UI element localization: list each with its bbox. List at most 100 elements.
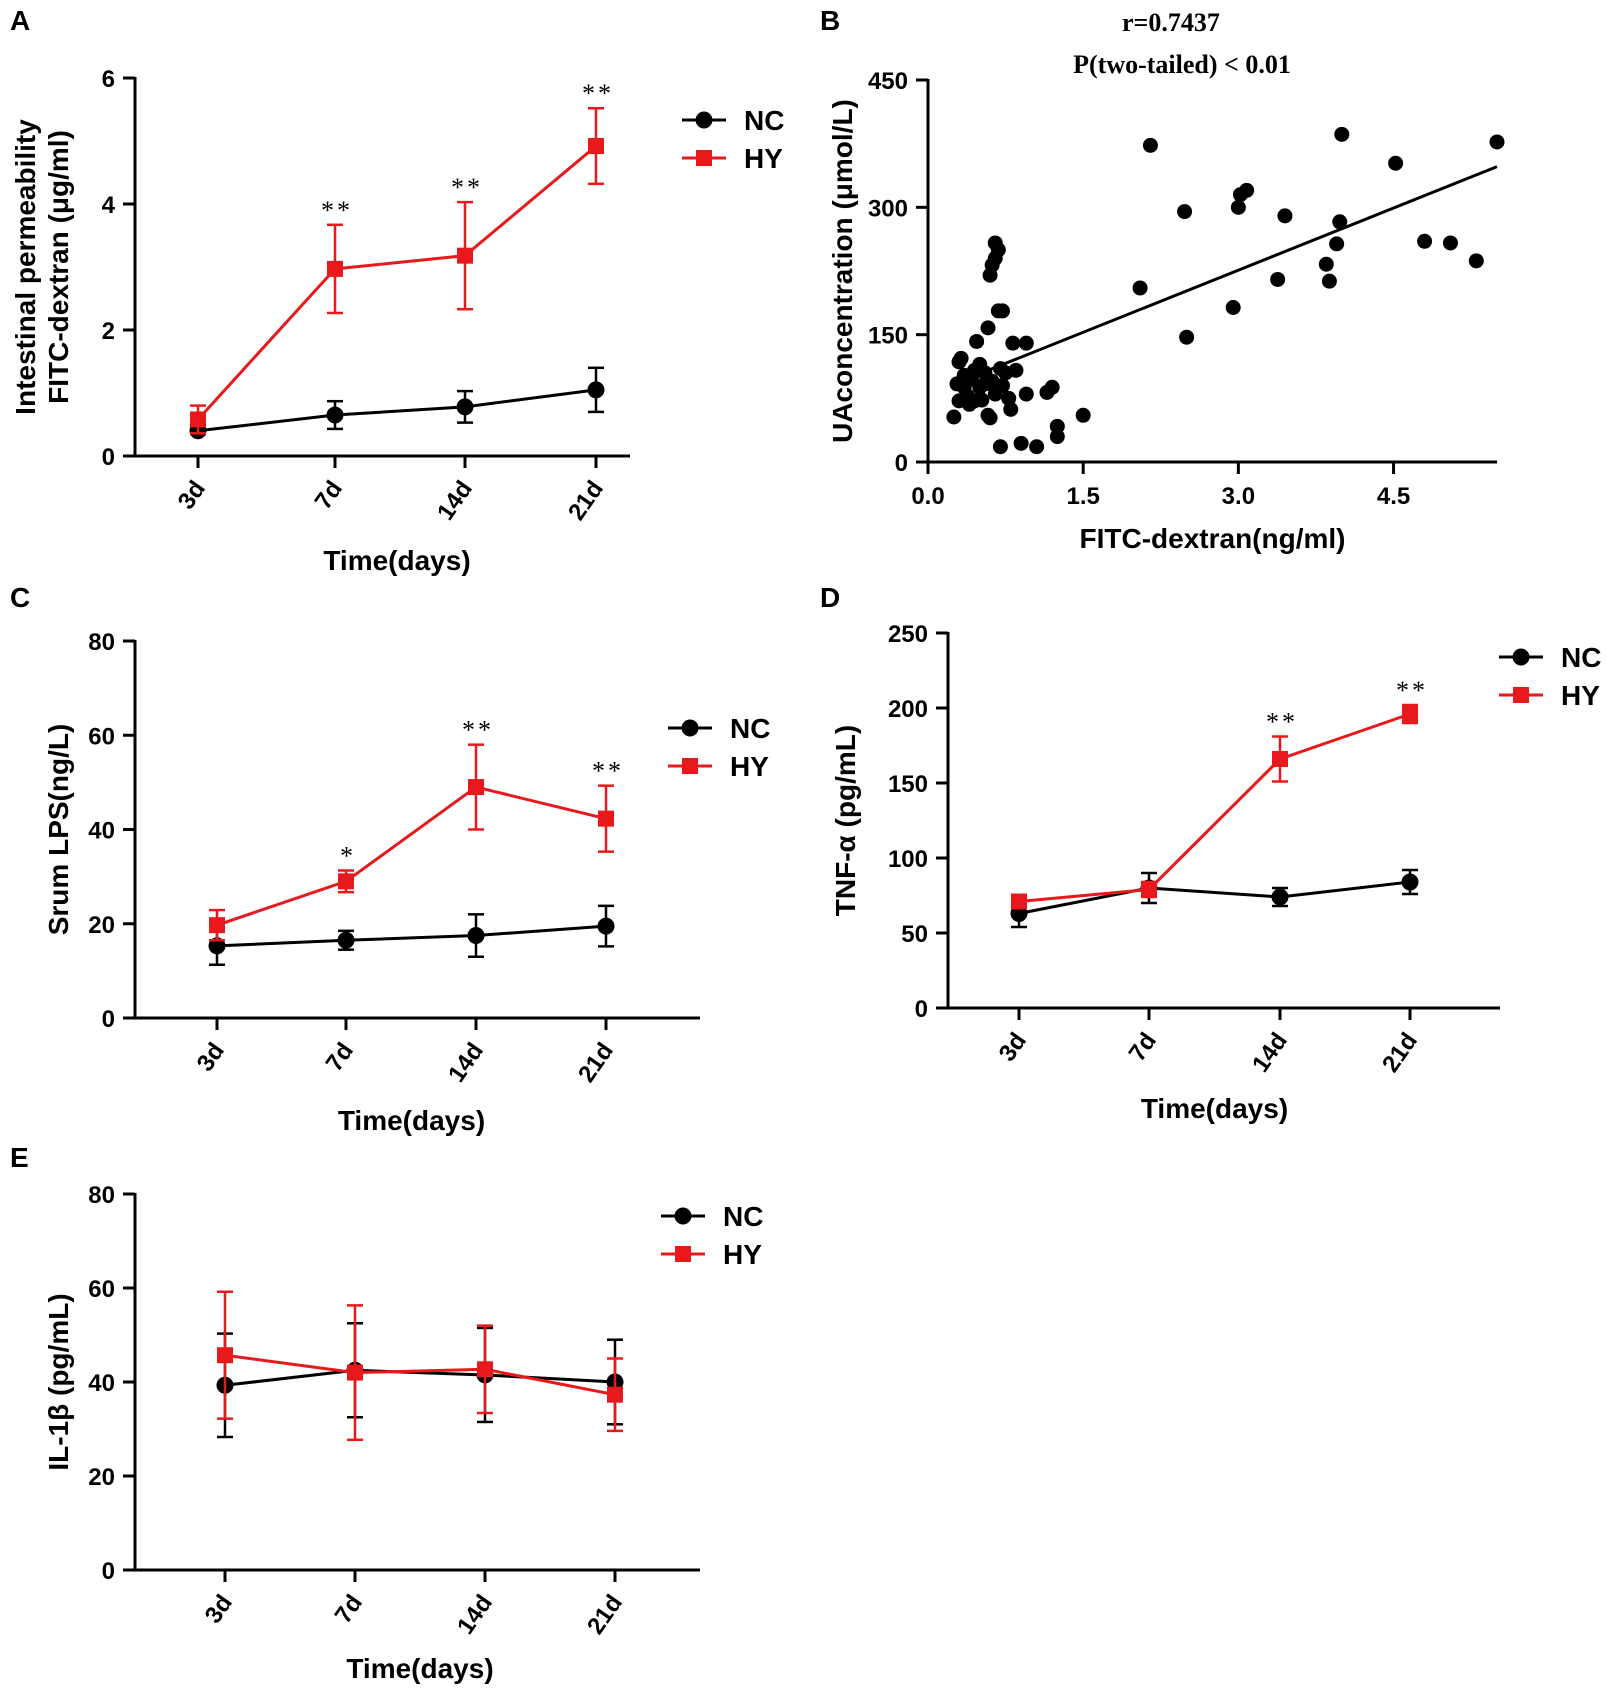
x-tick-label: 14d: [1247, 1028, 1293, 1077]
series-nc: [216, 1322, 624, 1439]
y-axis-label: TNF-α (pg/mL): [830, 725, 861, 916]
correlation-r: r=0.7437: [1122, 8, 1220, 37]
legend-marker: [682, 758, 698, 774]
scatter-point: [1332, 214, 1348, 230]
data-point: [1141, 881, 1157, 898]
scatter-point: [974, 392, 990, 408]
y-tick-label: 450: [868, 68, 908, 95]
x-tick-label: 3d: [994, 1028, 1032, 1066]
series-line: [1018, 880, 1411, 915]
x-tick-label: 3.0: [1222, 483, 1255, 510]
scatter-point: [1277, 208, 1293, 224]
data-point: [337, 931, 355, 949]
scatter-point: [1044, 379, 1060, 395]
scatter-point: [1177, 204, 1193, 220]
y-axis-label: IL-1β (pg/mL): [43, 1293, 74, 1470]
scatter-point: [1239, 182, 1255, 198]
y-tick-label: 2: [102, 318, 115, 345]
scatter-point: [1029, 439, 1045, 455]
series-hy: [217, 1290, 623, 1442]
scatter-point: [994, 303, 1010, 319]
scatter-point: [980, 320, 996, 336]
significance-mark: **: [1396, 676, 1428, 705]
scatter-point: [1321, 273, 1337, 289]
y-tick-label: 0: [915, 996, 928, 1023]
legend-label-nc: NC: [1561, 642, 1601, 673]
data-point: [338, 873, 354, 890]
y-tick-label: 250: [888, 621, 928, 648]
scatter-point: [1005, 335, 1021, 351]
x-tick-label: 14d: [452, 1590, 498, 1639]
scatter-point: [982, 410, 998, 426]
scatter-point: [1132, 280, 1148, 296]
y-tick-label: 80: [88, 1182, 115, 1209]
y-tick-label: 150: [868, 323, 908, 350]
y-tick-label: 100: [888, 846, 928, 873]
panel-label-e: E: [10, 1142, 29, 1173]
scatter-point: [1388, 155, 1404, 171]
y-axis-label-line1: Intestinal permeability: [10, 119, 41, 415]
series-line: [197, 388, 597, 433]
x-tick-label: 21d: [573, 1038, 619, 1087]
scatter-point: [1075, 407, 1091, 423]
scatter-point: [1468, 253, 1484, 269]
scatter-point: [1417, 233, 1433, 249]
y-tick-label: 0: [102, 1558, 115, 1585]
x-axis-label: Time(days): [346, 1653, 493, 1684]
panel-label-d: D: [820, 582, 840, 613]
y-tick-label: 60: [88, 1276, 115, 1303]
series-nc: [208, 904, 615, 966]
scatter-point: [1225, 300, 1241, 316]
x-tick-label: 1.5: [1066, 483, 1099, 510]
data-point: [217, 1347, 233, 1364]
series-line: [1018, 712, 1411, 903]
legend-marker: [695, 111, 713, 129]
legend-marker: [674, 1207, 692, 1225]
legend-label-hy: HY: [744, 143, 783, 174]
y-tick-label: 0: [102, 1006, 115, 1033]
data-point: [597, 917, 615, 935]
data-point: [587, 381, 605, 399]
significance-mark: *: [340, 841, 356, 870]
panel-d: D 0 50 100 150 200 250 3d 7d 14d 21d ** ** NC HY Time(d…: [820, 582, 1601, 1124]
series-nc: [189, 366, 605, 440]
scatter-point: [1270, 271, 1286, 287]
data-point: [468, 779, 484, 796]
y-tick-label: 40: [88, 818, 115, 845]
significance-mark: **: [451, 173, 483, 202]
legend-marker: [681, 719, 699, 737]
data-point: [190, 411, 206, 428]
data-point: [588, 138, 604, 155]
legend-marker: [696, 150, 712, 166]
y-tick-label: 50: [901, 921, 928, 948]
significance-mark: **: [592, 757, 624, 786]
x-tick-label: 14d: [432, 476, 478, 525]
data-point: [477, 1361, 493, 1378]
legend-marker: [1513, 687, 1529, 703]
y-axis-label: Srum LPS(ng/L): [43, 724, 74, 936]
scatter-point: [1334, 126, 1350, 142]
y-tick-label: 60: [88, 723, 115, 750]
scatter-point: [1049, 429, 1065, 445]
legend-marker: [675, 1246, 691, 1262]
data-point: [607, 1386, 623, 1403]
data-point: [1272, 751, 1288, 767]
legend-label-nc: NC: [723, 1201, 763, 1232]
scatter-point: [969, 333, 985, 349]
significance-mark: **: [582, 79, 614, 108]
y-tick-label: 4: [102, 192, 116, 219]
x-tick-label: 3d: [192, 1038, 230, 1076]
scatter-point: [992, 439, 1008, 455]
scatter-point: [1018, 386, 1034, 402]
series-line: [224, 1368, 616, 1387]
data-point: [1011, 893, 1027, 910]
panel-label-a: A: [10, 5, 30, 36]
p-value: P(two-tailed) < 0.01: [1073, 50, 1291, 79]
x-tick-label: 7d: [1124, 1028, 1162, 1066]
series-hy: [190, 106, 604, 435]
y-tick-label: 80: [88, 629, 115, 656]
scatter-point: [1442, 235, 1458, 251]
series-hy: [209, 743, 614, 942]
y-tick-label: 200: [888, 696, 928, 723]
x-tick-label: 4.5: [1377, 483, 1410, 510]
